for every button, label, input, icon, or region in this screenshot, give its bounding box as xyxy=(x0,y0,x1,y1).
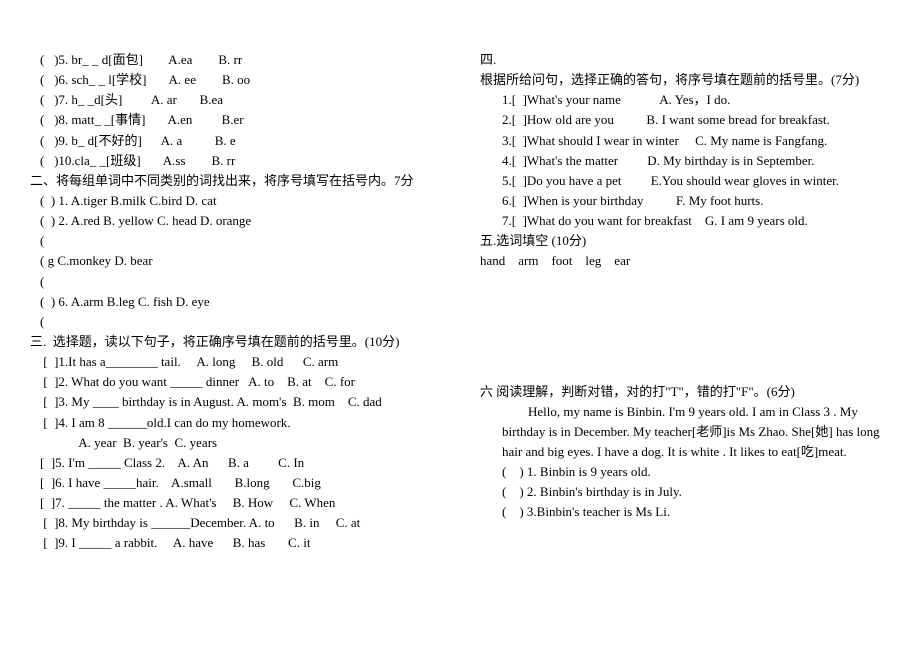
section-6-title: 六 阅读理解，判断对错，对的打"T"，错的打"F"。(6分) xyxy=(480,382,890,402)
question-5: ( )5. br_ _ d[面包] A.ea B. rr xyxy=(30,50,440,70)
spacer xyxy=(480,272,890,382)
s3-item-2: [ ]2. What do you want _____ dinner A. t… xyxy=(30,372,440,392)
s4-item-1: 1.[ ]What's your name A. Yes，I do. xyxy=(480,90,890,110)
s6-item-3: ( ) 3.Binbin's teacher is Ms Li. xyxy=(480,502,890,522)
s4-item-5: 5.[ ]Do you have a pet E.You should wear… xyxy=(480,171,890,191)
question-6: ( )6. sch_ _ l[学校] A. ee B. oo xyxy=(30,70,440,90)
s2-item-4a: ( xyxy=(30,272,440,292)
s4-item-4: 4.[ ]What's the matter D. My birthday is… xyxy=(480,151,890,171)
question-8: ( )8. matt_ _[事情] A.en B.er xyxy=(30,110,440,130)
question-7: ( )7. h_ _d[头] A. ar B.ea xyxy=(30,90,440,110)
s3-item-6: [ ]6. I have _____hair. A.small B.long C… xyxy=(30,473,440,493)
left-column: ( )5. br_ _ d[面包] A.ea B. rr ( )6. sch_ … xyxy=(30,50,440,625)
s2-item-3a: ( xyxy=(30,231,440,251)
s2-item-2: ( ) 2. A.red B. yellow C. head D. orange xyxy=(30,211,440,231)
section-4-title: 四. xyxy=(480,50,890,70)
s3-item-4a: [ ]4. I am 8 ______old.I can do my homew… xyxy=(30,413,440,433)
section-5-title: 五.选词填空 (10分) xyxy=(480,231,890,251)
s3-item-5: [ ]5. I'm _____ Class 2. A. An B. a C. I… xyxy=(30,453,440,473)
question-9: ( )9. b_ d[不好的] A. a B. e xyxy=(30,131,440,151)
s3-item-7: [ ]7. _____ the matter . A. What's B. Ho… xyxy=(30,493,440,513)
s3-item-4b: A. year B. year's C. years xyxy=(30,433,440,453)
s3-item-8: [ ]8. My birthday is ______December. A. … xyxy=(30,513,440,533)
right-column: 四. 根据所给问句，选择正确的答句，将序号填在题前的括号里。(7分) 1.[ ]… xyxy=(480,50,890,625)
s4-item-7: 7.[ ]What do you want for breakfast G. I… xyxy=(480,211,890,231)
s3-item-1: [ ]1.It has a________ tail. A. long B. o… xyxy=(30,352,440,372)
s4-item-2: 2.[ ]How old are you B. I want some brea… xyxy=(480,110,890,130)
s2-item-6: ( ) 6. A.arm B.leg C. fish D. eye xyxy=(30,292,440,312)
section-3-title: 三. 选择题，读以下句子，将正确序号填在题前的括号里。(10分) xyxy=(30,332,440,352)
s4-item-3: 3.[ ]What should I wear in winter C. My … xyxy=(480,131,890,151)
s6-item-1: ( ) 1. Binbin is 9 years old. xyxy=(480,462,890,482)
s2-item-7a: ( xyxy=(30,312,440,332)
question-10: ( )10.cla_ _[班级] A.ss B. rr xyxy=(30,151,440,171)
s3-item-9: [ ]9. I _____ a rabbit. A. have B. has C… xyxy=(30,533,440,553)
s2-item-3b: ( g C.monkey D. bear xyxy=(30,251,440,271)
section-5-words: hand arm foot leg ear xyxy=(480,251,890,271)
s4-item-6: 6.[ ]When is your birthday F. My foot hu… xyxy=(480,191,890,211)
s3-item-3: [ ]3. My ____ birthday is in August. A. … xyxy=(30,392,440,412)
section-2-title: 二、将每组单词中不同类别的词找出来，将序号填写在括号内。7分 xyxy=(30,171,440,191)
section-4-subtitle: 根据所给问句，选择正确的答句，将序号填在题前的括号里。(7分) xyxy=(480,70,890,90)
s6-item-2: ( ) 2. Binbin's birthday is in July. xyxy=(480,482,890,502)
section-6-paragraph: Hello, my name is Binbin. I'm 9 years ol… xyxy=(480,402,890,462)
s2-item-1: ( ) 1. A.tiger B.milk C.bird D. cat xyxy=(30,191,440,211)
